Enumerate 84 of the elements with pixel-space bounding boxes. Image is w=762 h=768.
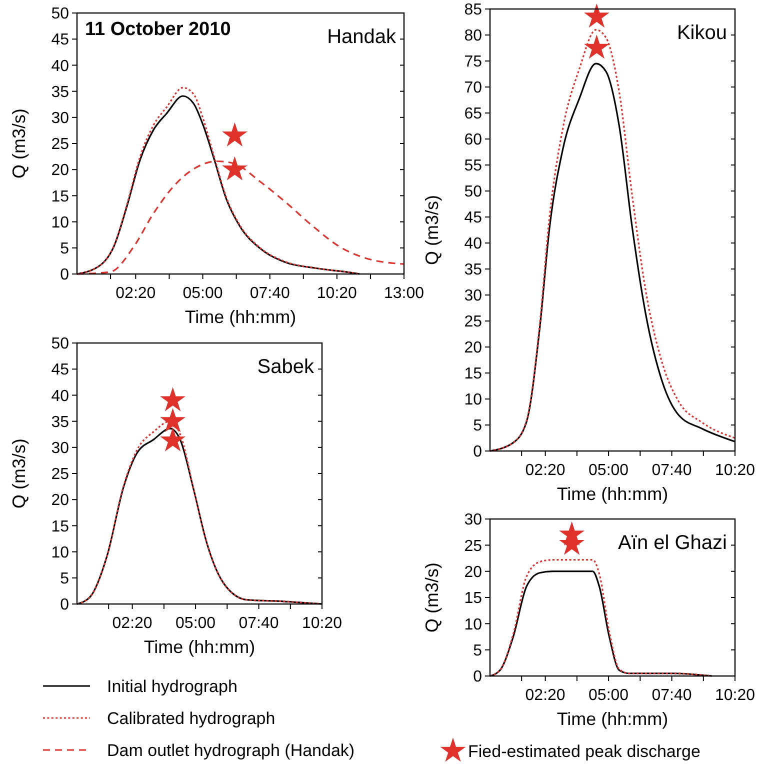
- y-tick-label: 20: [464, 340, 482, 357]
- y-tick-label: 40: [464, 236, 482, 253]
- text: Aïn el Ghazi: [618, 532, 727, 554]
- y-tick-label: 30: [51, 110, 70, 127]
- y-tick-label: 35: [51, 414, 70, 431]
- x-axis-title: Time (hh:mm): [556, 484, 668, 504]
- y-tick-label: 0: [60, 266, 70, 284]
- x-tick-label: 05:00: [588, 687, 629, 704]
- y-axis-title: Q (m3/s): [422, 562, 442, 632]
- x-tick-label: 10:20: [714, 462, 756, 479]
- x-tick-label: 13:00: [384, 285, 424, 302]
- y-tick-label: 30: [464, 512, 482, 529]
- x-tick-label: 07:40: [652, 462, 692, 479]
- y-tick-label: 0: [473, 668, 482, 686]
- y-tick-label: 0: [473, 444, 482, 461]
- text: Sabek: [257, 356, 315, 378]
- y-tick-label: 45: [464, 210, 482, 227]
- y-tick-label: 15: [464, 590, 482, 608]
- y-tick-label: 25: [464, 314, 482, 331]
- y-tick-label: 5: [60, 240, 70, 258]
- y-tick-label: 20: [464, 564, 482, 581]
- y-axis-title: Q (m3/s): [9, 108, 29, 178]
- y-tick-label: 25: [464, 538, 482, 555]
- y-tick-label: 35: [464, 262, 482, 279]
- x-tick-label: 02:20: [525, 462, 566, 479]
- legend-label: Fied-estimated peak discharge: [468, 742, 700, 761]
- legend-label: Initial hydrograph: [107, 676, 238, 696]
- y-tick-label: 65: [464, 106, 482, 123]
- y-tick-label: 75: [464, 54, 482, 71]
- y-tick-label: 50: [51, 6, 70, 23]
- y-tick-label: 15: [51, 188, 70, 206]
- point: [160, 387, 186, 412]
- y-tick-label: 10: [464, 392, 482, 409]
- y-axis-title: Q (m3/s): [422, 195, 442, 265]
- y-tick-label: 50: [51, 336, 70, 353]
- y-tick-label: 5: [60, 570, 70, 588]
- x-tick-label: 05:00: [588, 462, 629, 479]
- y-tick-label: 0: [60, 596, 70, 614]
- y-tick-label: 15: [464, 366, 482, 383]
- point: [160, 427, 186, 452]
- legend-label: Calibrated hydrograph: [107, 708, 276, 728]
- x-tick-label: 10:20: [714, 687, 756, 704]
- y-tick-label: 10: [464, 616, 482, 634]
- y-tick-label: 45: [51, 362, 70, 379]
- x-tick-label: 05:00: [176, 615, 216, 632]
- y-tick-label: 20: [51, 162, 70, 180]
- x-axis-title: Time (hh:mm): [144, 637, 256, 657]
- x-tick-label: 05:00: [182, 285, 223, 302]
- x-tick-label: 10:20: [316, 285, 358, 302]
- y-tick-label: 15: [51, 518, 70, 536]
- text: Handak: [327, 26, 397, 48]
- y-tick-label: 5: [473, 418, 482, 435]
- y-tick-label: 40: [51, 388, 70, 405]
- y-axis-title: Q (m3/s): [9, 438, 29, 508]
- y-tick-label: 35: [51, 84, 70, 101]
- x-tick-label: 07:40: [250, 285, 290, 302]
- y-tick-label: 55: [464, 158, 482, 175]
- y-tick-label: 50: [464, 184, 482, 201]
- x-axis-title: Time (hh:mm): [184, 307, 296, 327]
- y-tick-label: 70: [464, 80, 482, 97]
- x-tick-label: 10:20: [302, 615, 342, 632]
- y-tick-label: 30: [51, 440, 70, 457]
- y-tick-label: 85: [464, 2, 482, 19]
- y-tick-label: 10: [51, 544, 70, 562]
- y-tick-label: 45: [51, 32, 70, 49]
- text: Kikou: [676, 22, 727, 44]
- y-tick-label: 5: [473, 642, 482, 660]
- point: [160, 408, 186, 432]
- x-tick-label: 02:20: [112, 615, 152, 632]
- y-tick-label: 60: [464, 132, 482, 149]
- y-tick-label: 20: [51, 492, 70, 510]
- y-tick-label: 30: [464, 288, 482, 305]
- y-tick-label: 25: [51, 136, 70, 154]
- y-tick-label: 80: [464, 28, 482, 45]
- x-tick-label: 07:40: [652, 687, 692, 704]
- x-tick-label: 02:20: [116, 285, 156, 302]
- y-tick-label: 40: [51, 58, 70, 75]
- x-tick-label: 02:20: [525, 687, 566, 704]
- annotation: 11 October 2010: [85, 19, 231, 40]
- x-axis-title: Time (hh:mm): [556, 709, 668, 729]
- legend-label: Dam outlet hydrograph (Handak): [107, 740, 355, 760]
- x-tick-label: 07:40: [238, 615, 279, 632]
- y-tick-label: 25: [51, 466, 70, 484]
- y-tick-label: 10: [51, 214, 70, 232]
